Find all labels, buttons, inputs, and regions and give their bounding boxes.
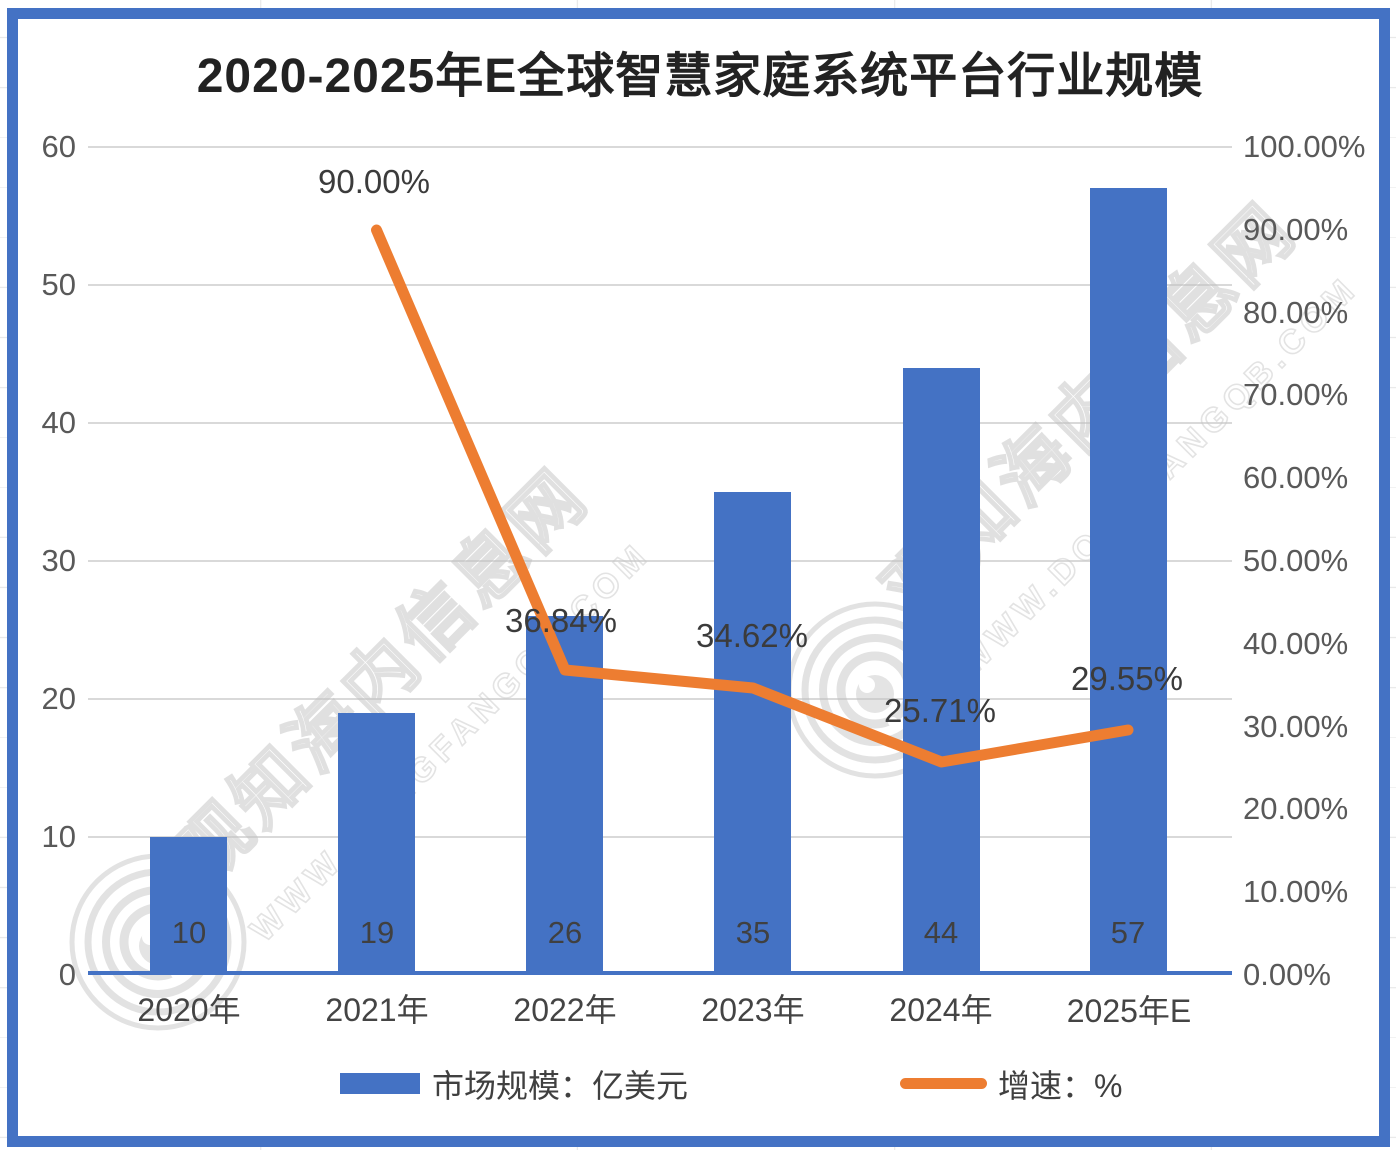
legend-bar-label: 市场规模：亿美元 [432, 1068, 689, 1104]
bar-value-label: 10 [171, 915, 207, 950]
growth-value-label: 90.00% [318, 163, 430, 200]
gridline-30 [88, 560, 1232, 562]
bar-2023 [714, 492, 791, 975]
gridline-20 [88, 698, 1232, 700]
bar-2020 [150, 837, 227, 975]
legend-line-swatch [900, 1078, 987, 1089]
right-tick: 100.00% [1243, 129, 1366, 164]
x-axis-label: 2025年E [1066, 993, 1192, 1029]
legend-line-label: 增速：% [998, 1068, 1123, 1104]
right-tick: 80.00% [1243, 295, 1349, 330]
growth-value-label: 25.71% [884, 692, 996, 729]
x-axis-label: 2024年 [889, 992, 993, 1028]
left-tick: 60 [41, 129, 76, 164]
bar-value-label: 57 [1110, 915, 1146, 950]
gridline-40 [88, 422, 1232, 424]
right-tick: 60.00% [1243, 460, 1349, 495]
legend-bar-swatch [340, 1073, 420, 1094]
growth-value-label: 29.55% [1071, 660, 1183, 697]
left-tick: 10 [41, 819, 76, 854]
bar-value-label: 19 [359, 915, 395, 950]
x-axis-label: 2023年 [701, 992, 805, 1028]
gridline-60 [88, 146, 1232, 148]
right-tick: 10.00% [1243, 874, 1349, 909]
growth-value-label: 34.62% [696, 617, 808, 654]
chart-title: 2020-2025年E全球智慧家庭系统平台行业规模 [196, 50, 1204, 103]
bar-value-label: 26 [547, 915, 583, 950]
left-tick: 40 [41, 405, 76, 440]
right-tick: 50.00% [1243, 543, 1349, 578]
left-tick: 50 [41, 267, 76, 302]
bar-value-label: 44 [923, 915, 959, 950]
bar-2025e [1090, 188, 1167, 975]
gridline-50 [88, 284, 1232, 286]
right-tick: 40.00% [1243, 626, 1349, 661]
right-tick: 30.00% [1243, 709, 1349, 744]
left-tick: 20 [41, 681, 76, 716]
x-axis-label: 2021年 [325, 992, 429, 1028]
gridline-10 [88, 836, 1232, 838]
growth-value-label: 36.84% [505, 602, 617, 639]
x-axis-line [88, 971, 1232, 975]
x-axis-label: 2020年 [137, 992, 241, 1028]
right-tick: 0.00% [1243, 957, 1331, 992]
left-tick: 30 [41, 543, 76, 578]
bar-2024 [903, 368, 980, 975]
left-tick: 0 [58, 957, 76, 992]
right-tick: 20.00% [1243, 791, 1349, 826]
x-axis-label: 2022年 [513, 992, 617, 1028]
bar-value-label: 35 [735, 915, 771, 950]
right-tick: 90.00% [1243, 212, 1349, 247]
right-tick: 70.00% [1243, 377, 1349, 412]
